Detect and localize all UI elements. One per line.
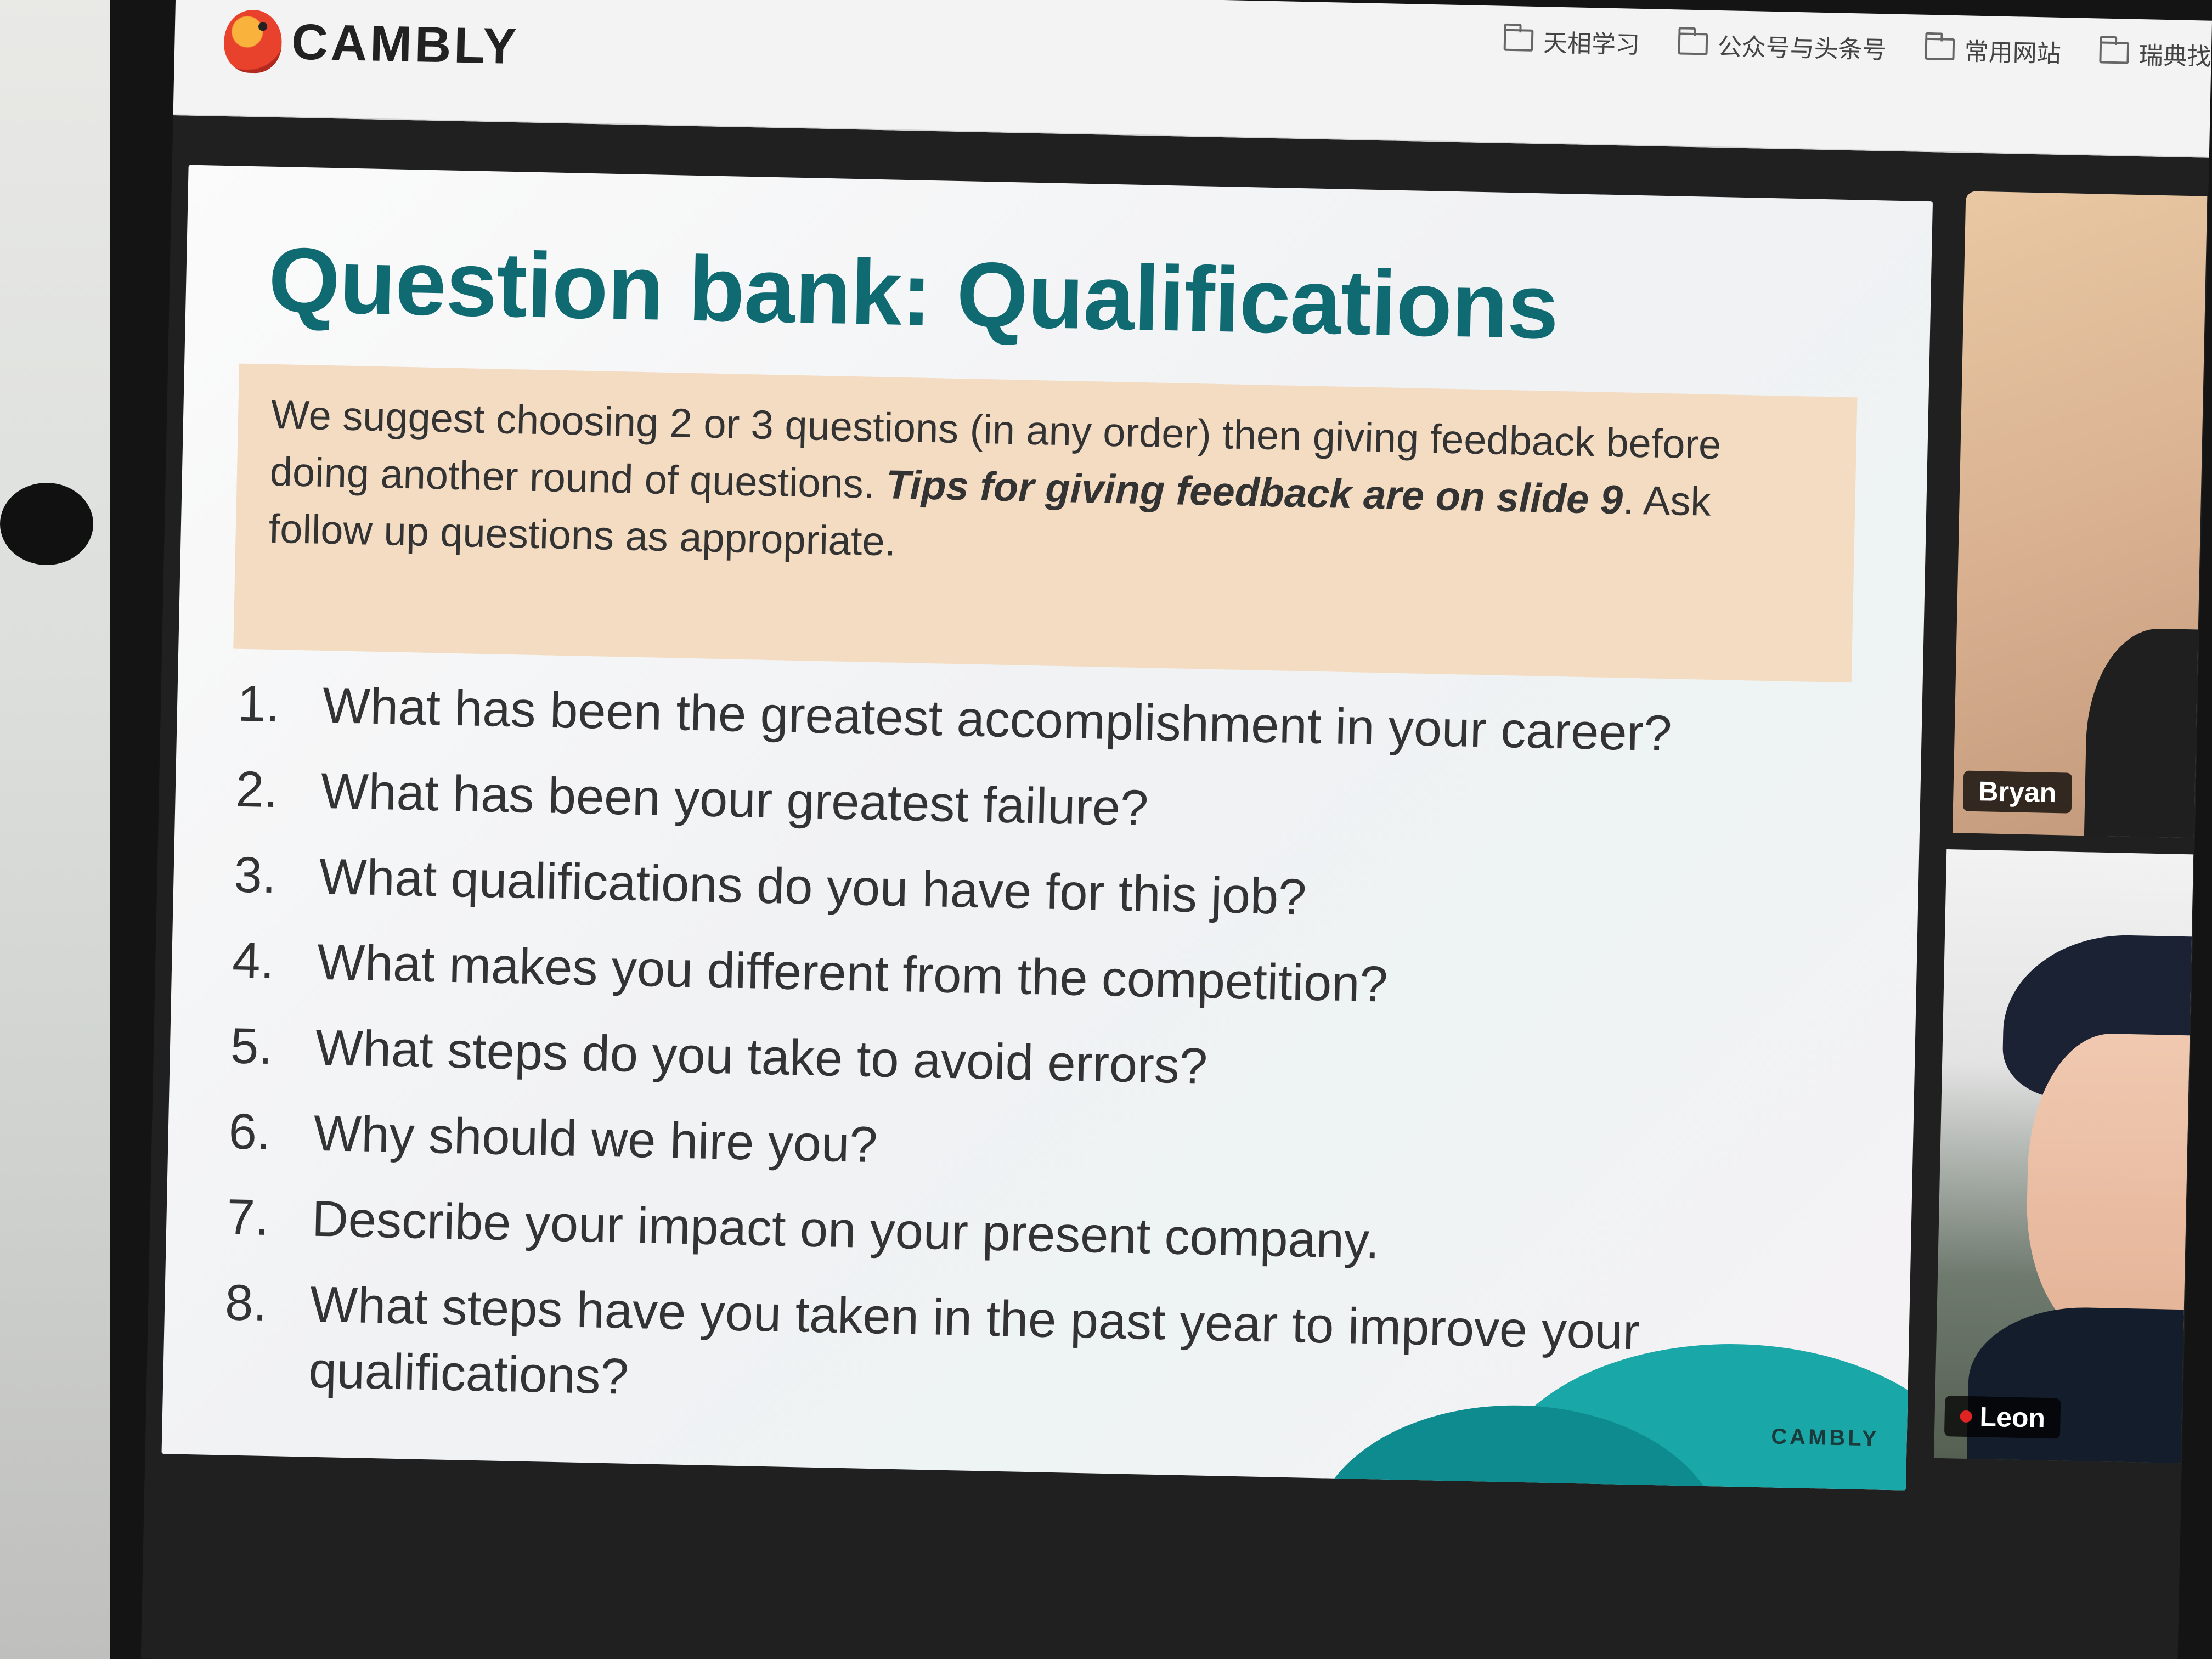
bookmark-label: 天相学习 (1543, 30, 1640, 59)
question-text: Why should we hire you? (313, 1105, 878, 1173)
participant-face (2024, 1032, 2194, 1344)
question-list: 1. What has been the greatest accomplishm… (223, 671, 1884, 1456)
bookmark-item[interactable]: 天相学习 (1503, 22, 1640, 60)
list-item: 6. Why should we hire you? (228, 1098, 1875, 1199)
list-item: 3. What qualifications do you have for th… (233, 842, 1880, 943)
question-number: 6. (228, 1103, 272, 1161)
list-item: 1. What has been the greatest accomplishm… (237, 671, 1884, 771)
list-item: 4. What makes you different from the comp… (232, 928, 1878, 1028)
bookmark-item[interactable]: 瑞典找 (2099, 35, 2211, 72)
question-number: 1. (237, 675, 280, 733)
bookmark-item[interactable]: 常用网站 (1925, 31, 2061, 69)
wall-object (0, 483, 93, 565)
browser-top-bar: CAMBLY 天相学习 公众号与头条号 常用网站 瑞典找 (173, 0, 2212, 158)
folder-icon (1678, 32, 1708, 55)
presentation-slide: Question bank: Qualifications We suggest… (161, 165, 1933, 1491)
cambly-logo[interactable]: CAMBLY (223, 9, 520, 78)
bookmarks-bar: 天相学习 公众号与头条号 常用网站 瑞典找 (1503, 22, 2211, 72)
screen: CAMBLY 天相学习 公众号与头条号 常用网站 瑞典找 Question ba… (140, 0, 2212, 1659)
question-text: Describe your impact on your present com… (311, 1190, 1380, 1269)
question-number: 8. (224, 1274, 268, 1332)
instruction-box: We suggest choosing 2 or 3 questions (in… (233, 363, 1858, 683)
mic-muted-icon (1960, 1410, 1972, 1423)
question-number: 4. (232, 932, 275, 990)
question-number: 3. (233, 847, 277, 904)
room-background (0, 0, 121, 1659)
participant-name-tag: Bryan (1962, 770, 2072, 814)
video-tile-bryan[interactable]: Bryan (1952, 191, 2208, 838)
question-number: 7. (226, 1189, 270, 1246)
question-number: 5. (230, 1018, 273, 1075)
question-text: What has been the greatest accomplishmen… (322, 677, 1673, 762)
bird-icon (223, 9, 283, 74)
slide-footer-logo: CAMBLY (1770, 1424, 1880, 1451)
bookmark-label: 瑞典找 (2138, 42, 2212, 71)
slide-title: Question bank: Qualifications (267, 228, 1560, 358)
bookmark-label: 常用网站 (1964, 38, 2062, 67)
bookmark-label: 公众号与头条号 (1717, 33, 1887, 64)
participant-silhouette (2084, 627, 2208, 838)
folder-icon (1503, 29, 1534, 52)
question-text: What has been your greatest failure? (320, 763, 1149, 837)
participant-name: Bryan (1978, 776, 2057, 809)
folder-icon (2099, 41, 2130, 64)
question-number: 2. (235, 761, 279, 819)
question-text: What qualifications do you have for this… (318, 848, 1307, 926)
participant-name: Leon (1979, 1401, 2046, 1434)
list-item: 7. Describe your impact on your present c… (226, 1184, 1873, 1284)
participant-shirt (1967, 1305, 2194, 1464)
list-item: 2. What has been your greatest failure? (235, 757, 1882, 857)
question-text: What steps do you take to avoid errors? (314, 1019, 1208, 1094)
brand-name: CAMBLY (291, 14, 520, 75)
instruction-highlight: Tips for giving feedback are on slide 9 (885, 461, 1623, 523)
bookmark-item[interactable]: 公众号与头条号 (1678, 26, 1887, 65)
question-text: What makes you different from the compet… (317, 934, 1389, 1013)
video-tile-leon[interactable]: Leon (1934, 849, 2194, 1464)
folder-icon (1925, 37, 1955, 60)
list-item: 5. What steps do you take to avoid errors… (230, 1013, 1877, 1114)
participant-name-tag: Leon (1944, 1396, 2061, 1439)
